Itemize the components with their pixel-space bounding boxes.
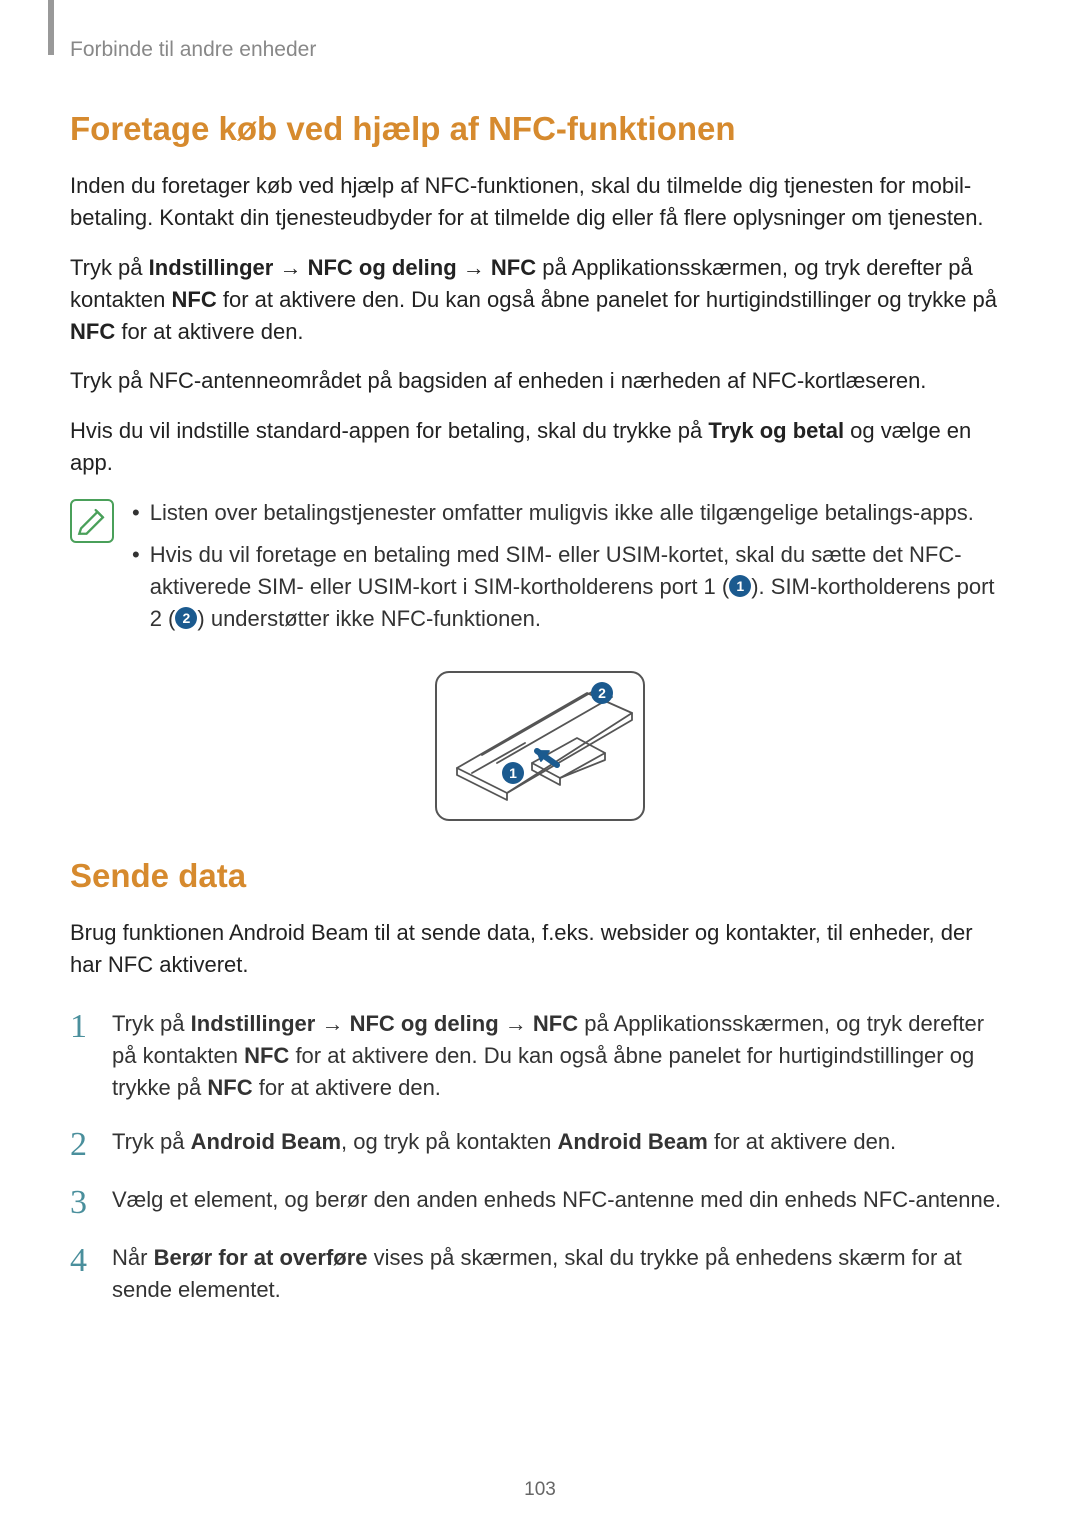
bold: Berør for at overføre bbox=[154, 1245, 368, 1270]
bold: NFC og deling bbox=[308, 255, 457, 280]
step-number: 3 bbox=[70, 1184, 98, 1220]
section1-p3: Tryk på NFC-antenneområdet på bagsiden a… bbox=[70, 365, 1010, 397]
bold: NFC og deling bbox=[350, 1011, 499, 1036]
note-block: • Listen over betalingstjenester omfatte… bbox=[70, 497, 1010, 645]
text: → bbox=[457, 255, 491, 280]
note-item-2: • Hvis du vil foretage en betaling med S… bbox=[132, 539, 1010, 635]
step-body: Når Berør for at overføre vises på skærm… bbox=[112, 1242, 1010, 1306]
breadcrumb: Forbinde til andre enheder bbox=[70, 38, 1010, 62]
text: for at aktivere den. bbox=[253, 1075, 441, 1100]
text: for at aktivere den. bbox=[115, 319, 303, 344]
text: Hvis du vil indstille standard-appen for… bbox=[70, 418, 708, 443]
section1-p4: Hvis du vil indstille standard-appen for… bbox=[70, 415, 1010, 479]
bullet-icon: • bbox=[132, 539, 140, 635]
bold: NFC bbox=[172, 287, 217, 312]
section1-p1: Inden du foretager køb ved hjælp af NFC-… bbox=[70, 170, 1010, 234]
text: , og tryk på kontakten bbox=[341, 1129, 557, 1154]
text: for at aktivere den. bbox=[708, 1129, 896, 1154]
sim-tray-diagram: 1 2 bbox=[435, 671, 645, 821]
step-body: Tryk på Android Beam, og tryk på kontakt… bbox=[112, 1126, 1010, 1162]
text: → bbox=[273, 255, 307, 280]
badge-2-icon: 2 bbox=[175, 607, 197, 629]
text: Tryk på bbox=[112, 1129, 191, 1154]
step-number: 2 bbox=[70, 1126, 98, 1162]
step-4: 4 Når Berør for at overføre vises på skæ… bbox=[70, 1242, 1010, 1306]
note-text: Listen over betalingstjenester omfatter … bbox=[150, 497, 974, 529]
bold: NFC bbox=[70, 319, 115, 344]
section1-p2: Tryk på Indstillinger → NFC og deling → … bbox=[70, 252, 1010, 348]
step-number: 1 bbox=[70, 1008, 98, 1104]
bold: NFC bbox=[533, 1011, 578, 1036]
note-list: • Listen over betalingstjenester omfatte… bbox=[132, 497, 1010, 645]
bold: Indstillinger bbox=[149, 255, 274, 280]
step-3: 3 Vælg et element, og berør den anden en… bbox=[70, 1184, 1010, 1220]
diagram-badge-1: 1 bbox=[509, 765, 517, 781]
bold: Android Beam bbox=[191, 1129, 341, 1154]
section2-p1: Brug funktionen Android Beam til at send… bbox=[70, 917, 1010, 981]
tab-marker bbox=[48, 0, 54, 55]
bold: NFC bbox=[491, 255, 536, 280]
step-2: 2 Tryk på Android Beam, og tryk på konta… bbox=[70, 1126, 1010, 1162]
note-item-1: • Listen over betalingstjenester omfatte… bbox=[132, 497, 1010, 529]
badge-1-icon: 1 bbox=[729, 575, 751, 597]
bold: Tryk og betal bbox=[708, 418, 844, 443]
step-number: 4 bbox=[70, 1242, 98, 1306]
step-body: Tryk på Indstillinger → NFC og deling → … bbox=[112, 1008, 1010, 1104]
bold: Indstillinger bbox=[191, 1011, 316, 1036]
text: → bbox=[315, 1011, 349, 1036]
step-body: Vælg et element, og berør den anden enhe… bbox=[112, 1184, 1010, 1220]
text: Tryk på bbox=[70, 255, 149, 280]
note-icon bbox=[70, 499, 114, 543]
bold: NFC bbox=[244, 1043, 289, 1068]
note-text: Hvis du vil foretage en betaling med SIM… bbox=[150, 539, 1010, 635]
step-1: 1 Tryk på Indstillinger → NFC og deling … bbox=[70, 1008, 1010, 1104]
bold: NFC bbox=[207, 1075, 252, 1100]
bold: Android Beam bbox=[557, 1129, 707, 1154]
text: ) understøtter ikke NFC-funktionen. bbox=[197, 606, 541, 631]
section2-heading: Sende data bbox=[70, 857, 1010, 895]
text: Tryk på bbox=[112, 1011, 191, 1036]
sim-tray-diagram-wrap: 1 2 bbox=[70, 671, 1010, 821]
section1-heading: Foretage køb ved hjælp af NFC-funktionen bbox=[70, 110, 1010, 148]
manual-page: Forbinde til andre enheder Foretage køb … bbox=[0, 0, 1080, 1527]
bullet-icon: • bbox=[132, 497, 140, 529]
text: → bbox=[499, 1011, 533, 1036]
text: for at aktivere den. Du kan også åbne pa… bbox=[217, 287, 997, 312]
page-number: 103 bbox=[0, 1479, 1080, 1501]
text: Når bbox=[112, 1245, 154, 1270]
diagram-badge-2: 2 bbox=[598, 685, 606, 701]
